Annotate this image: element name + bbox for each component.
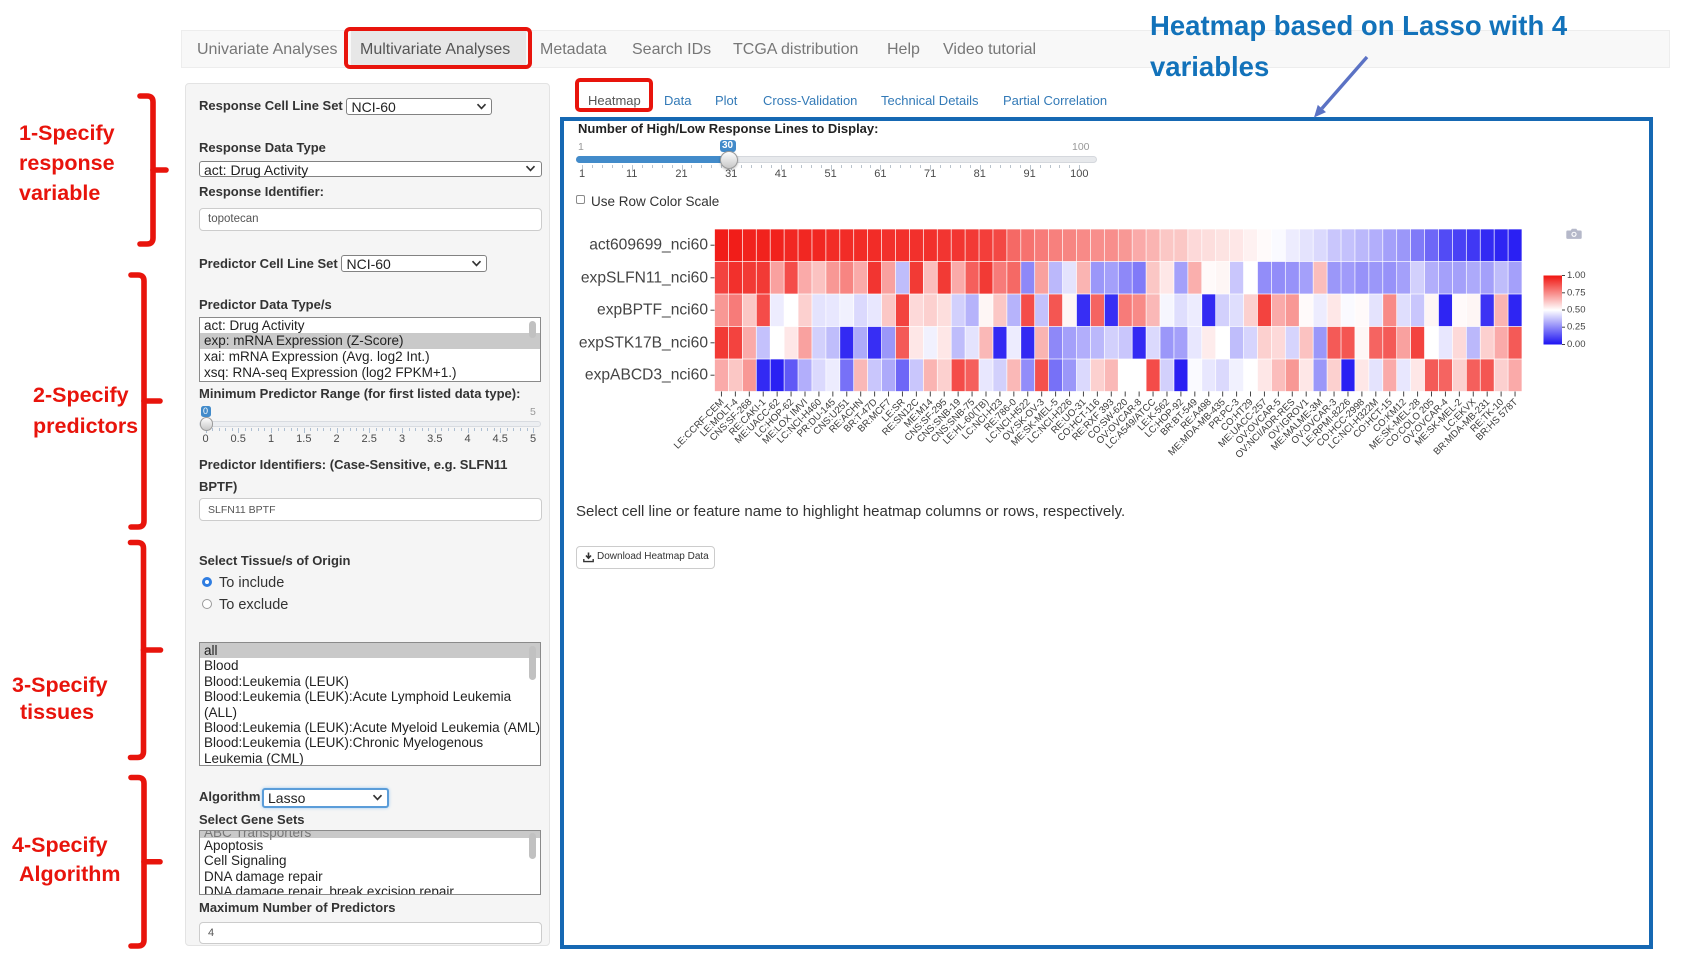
svg-text:0.00: 0.00: [1567, 339, 1586, 350]
svg-text:1.00: 1.00: [1567, 270, 1586, 281]
svg-text:expSLFN11_nci60: expSLFN11_nci60: [581, 269, 708, 286]
svg-text:expSTK17B_nci60: expSTK17B_nci60: [579, 334, 708, 351]
svg-text:0.75: 0.75: [1567, 287, 1586, 298]
svg-text:expABCD3_nci60: expABCD3_nci60: [585, 367, 708, 384]
svg-text:0.50: 0.50: [1567, 305, 1586, 316]
svg-text:expBPTF_nci60: expBPTF_nci60: [597, 302, 708, 319]
svg-text:0.25: 0.25: [1567, 322, 1586, 333]
svg-text:act609699_nci60: act609699_nci60: [589, 237, 708, 254]
